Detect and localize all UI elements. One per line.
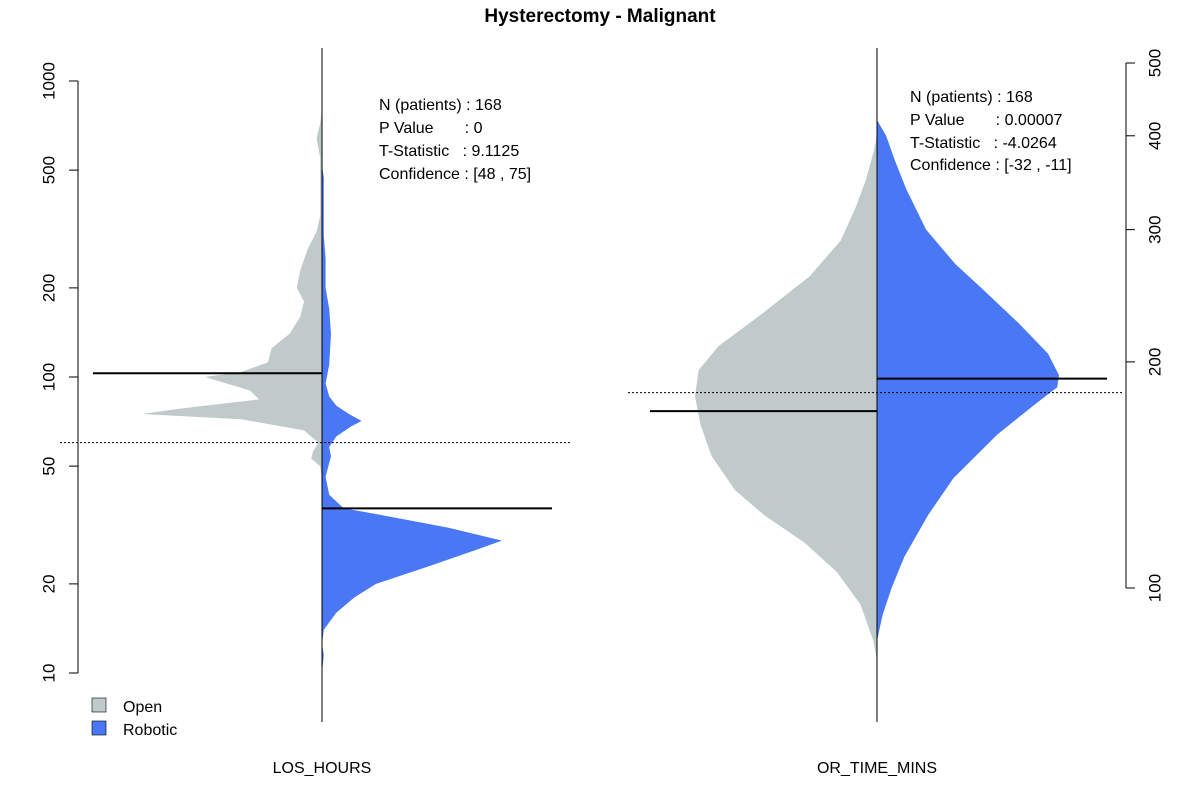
los-stat-t: T-Statistic : 9.1125 (379, 143, 519, 160)
legend-label-open: Open (123, 699, 162, 716)
legend-label-robotic: Robotic (123, 722, 177, 739)
or-robotic-violin-half (877, 119, 1059, 641)
legend-swatch-open (91, 697, 107, 713)
or-x-label: OR_TIME_MINS (817, 760, 937, 777)
los-stat-p: P Value : 0 (379, 120, 483, 137)
los-robotic-violin-half (322, 165, 502, 673)
axis-tick-label: 200 (1146, 348, 1165, 376)
or-stat-t: T-Statistic : -4.0264 (910, 135, 1057, 152)
axis-tick-label: 100 (40, 363, 59, 391)
los-stat-ci: Confidence : [48 , 75] (379, 166, 531, 183)
axis-tick-label: 20 (40, 574, 59, 593)
los-x-label: LOS_HOURS (273, 760, 372, 777)
legend-swatch-robotic (91, 720, 107, 736)
los-stats-box: N (patients) : 168 P Value : 0 T-Statist… (379, 97, 531, 183)
los-stat-n: N (patients) : 168 (379, 97, 502, 114)
or-stat-n: N (patients) : 168 (910, 89, 1033, 106)
axis-tick-label: 50 (40, 457, 59, 476)
axis-tick-label: 500 (40, 156, 59, 184)
legend: Open Robotic (91, 697, 177, 739)
or-stat-ci: Confidence : [-32 , -11] (910, 157, 1072, 174)
or-stats-box: N (patients) : 168 P Value : 0.00007 T-S… (910, 89, 1072, 174)
or-stat-p: P Value : 0.00007 (910, 112, 1063, 129)
axis-tick-label: 500 (1146, 49, 1165, 77)
or-y-axis: 100 200 300 400 500 (1125, 49, 1165, 602)
los-y-axis: 10 20 50 100 200 500 1000 (40, 62, 79, 682)
axis-tick-label: 10 (40, 664, 59, 683)
los-open-violin-half (142, 109, 322, 673)
axis-tick-label: 400 (1146, 122, 1165, 150)
axis-tick-label: 200 (40, 274, 59, 302)
panel-los-hours: 10 20 50 100 200 500 1000 N (patients) : 168 P… (40, 48, 570, 777)
chart-title: Hysterectomy - Malignant (484, 6, 716, 27)
axis-tick-label: 100 (1146, 574, 1165, 602)
axis-tick-label: 300 (1146, 215, 1165, 243)
axis-tick-label: 1000 (40, 62, 59, 100)
or-open-violin-half (695, 135, 877, 661)
panel-or-time: 100 200 300 400 500 N (patients) : 168 P Val… (628, 48, 1165, 777)
